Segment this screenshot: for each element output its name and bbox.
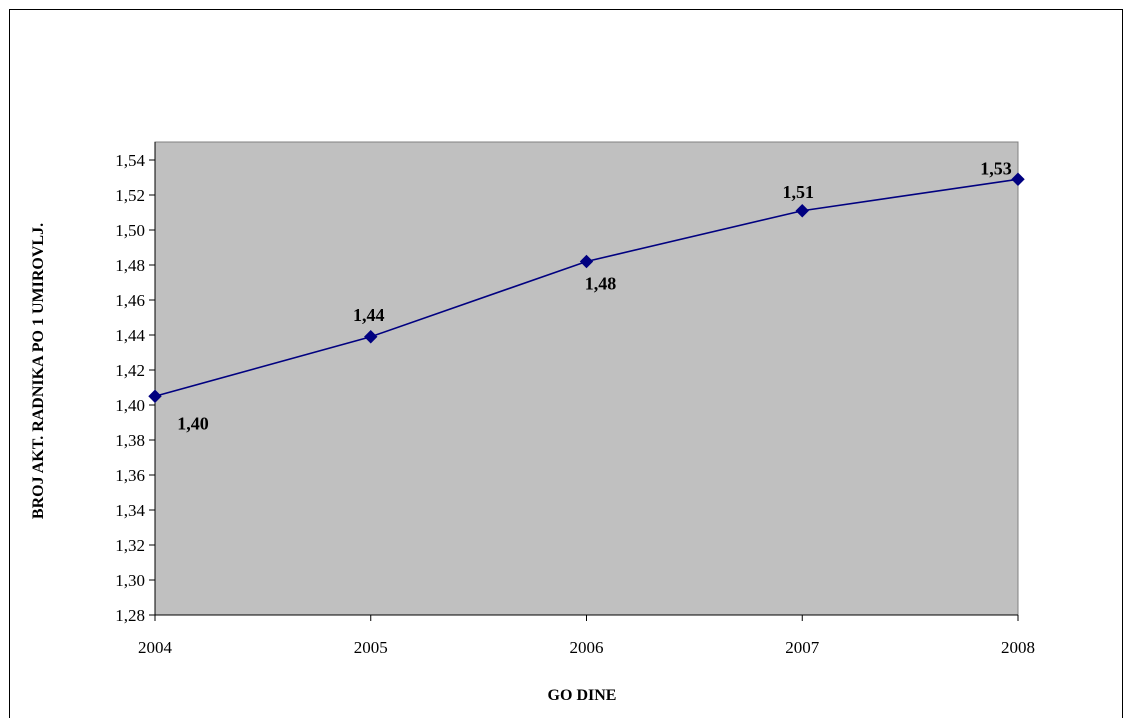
y-tick-label: 1,34 (115, 501, 145, 520)
x-tick-label: 2007 (785, 638, 820, 657)
data-label: 1,40 (177, 413, 209, 433)
y-tick-label: 1,54 (115, 151, 145, 170)
data-point (795, 204, 809, 218)
data-label: 1,48 (585, 274, 617, 294)
x-axis: 2004 2005 2006 2007 2008 (138, 614, 1035, 657)
y-tick-label: 1,46 (115, 291, 145, 310)
y-tick-label: 1,40 (115, 396, 145, 415)
y-tick-label: 1,50 (115, 221, 145, 240)
y-tick-label: 1,52 (115, 186, 145, 205)
y-tick-label: 1,28 (115, 606, 145, 625)
data-label: 1,51 (783, 182, 815, 202)
x-tick-label: 2005 (354, 638, 388, 657)
y-tick-label: 1,44 (115, 326, 145, 345)
y-tick-label: 1,42 (115, 361, 145, 380)
y-tick-label: 1,30 (115, 571, 145, 590)
y-tick-label: 1,32 (115, 536, 145, 555)
x-axis-title: GO DINE (548, 687, 617, 704)
data-point (148, 389, 162, 403)
y-tick-label: 1,38 (115, 431, 145, 450)
x-tick-label: 2004 (138, 638, 173, 657)
y-tick-label: 1,36 (115, 466, 145, 485)
data-label: 1,44 (353, 305, 385, 325)
x-tick-label: 2006 (570, 638, 604, 657)
data-point (579, 254, 594, 269)
data-point (364, 330, 378, 344)
y-axis-title: BROJ AKT. RADNIKA PO 1 UMIROVLJ. (30, 223, 47, 519)
data-labels-layer: 1,40 1,44 1,48 1,51 1,53 (177, 158, 1012, 433)
data-point (1011, 172, 1025, 186)
y-tick-label: 1,48 (115, 256, 145, 275)
y-axis: 1,28 1,30 1,32 1,34 1,36 1,38 1,40 1,42 1,44 1,46… (115, 142, 156, 625)
series-layer (148, 172, 1025, 403)
plot-area (154, 141, 1019, 616)
data-label: 1,53 (980, 158, 1012, 178)
x-tick-label: 2008 (1001, 638, 1035, 657)
